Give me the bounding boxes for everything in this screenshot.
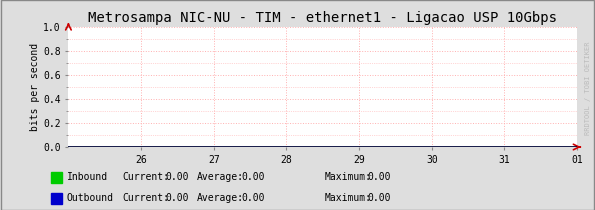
Text: 0.00: 0.00 xyxy=(368,172,391,182)
Text: 0.00: 0.00 xyxy=(241,193,264,203)
Text: 0.00: 0.00 xyxy=(368,193,391,203)
Text: 0.00: 0.00 xyxy=(165,193,189,203)
Text: Outbound: Outbound xyxy=(67,193,114,203)
Text: 0.00: 0.00 xyxy=(241,172,264,182)
Text: RRDTOOL / TOBI OETIKER: RRDTOOL / TOBI OETIKER xyxy=(585,41,591,135)
Title: Metrosampa NIC-NU - TIM - ethernet1 - Ligacao USP 10Gbps: Metrosampa NIC-NU - TIM - ethernet1 - Li… xyxy=(88,11,558,25)
Text: Inbound: Inbound xyxy=(67,172,108,182)
Text: Maximum:: Maximum: xyxy=(324,193,371,203)
Text: Average:: Average: xyxy=(196,193,243,203)
Text: Maximum:: Maximum: xyxy=(324,172,371,182)
Text: 0.00: 0.00 xyxy=(165,172,189,182)
Y-axis label: bits per second: bits per second xyxy=(30,43,40,131)
Text: Current:: Current: xyxy=(122,193,169,203)
Text: Average:: Average: xyxy=(196,172,243,182)
Text: Current:: Current: xyxy=(122,172,169,182)
